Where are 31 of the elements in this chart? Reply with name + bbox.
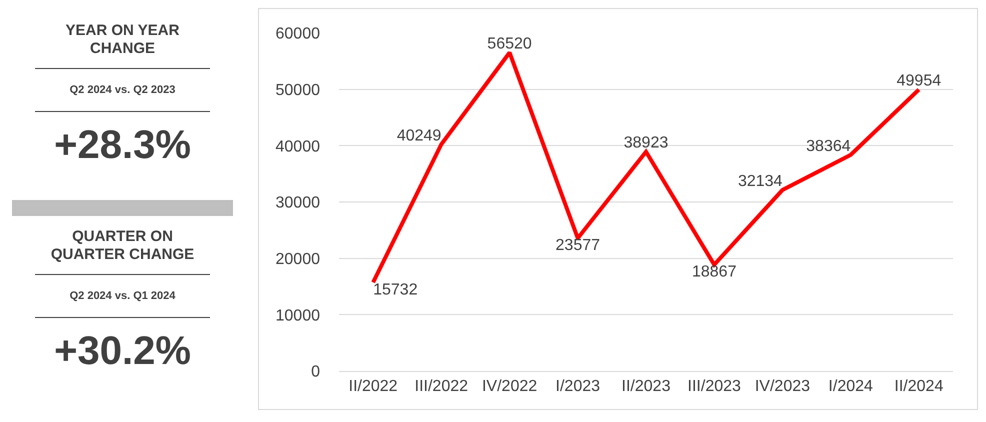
x-tick-label: I/2024 xyxy=(828,378,874,396)
data-label: 23577 xyxy=(556,237,600,254)
x-tick-label: II/2022 xyxy=(348,378,398,396)
text: YEAR ON YEAR CHANGE xyxy=(64,22,180,58)
data-label: 40249 xyxy=(396,127,442,144)
data-label: 56520 xyxy=(487,36,532,53)
data-label: 38364 xyxy=(806,138,851,155)
text: Q2 2024 vs. Q2 2023 xyxy=(68,83,176,98)
text: QUARTER ON QUARTER CHANGE xyxy=(50,228,196,264)
x-tick-label: II/2023 xyxy=(622,378,671,396)
text: Q2 2024 vs. Q1 2024 xyxy=(68,289,176,304)
data-label: 32134 xyxy=(738,172,783,190)
x-tick-label: II/2024 xyxy=(894,378,944,396)
y-tick-label: 40000 xyxy=(276,138,320,156)
text: +30.2% xyxy=(53,328,192,374)
y-tick-label: 60000 xyxy=(276,26,320,43)
data-label: 49954 xyxy=(896,72,942,90)
y-tick-label: 20000 xyxy=(276,250,320,268)
text: +28.3% xyxy=(53,122,192,168)
x-tick-label: III/2023 xyxy=(688,378,742,396)
data-label: 38923 xyxy=(624,134,668,152)
data-label: 18867 xyxy=(692,264,737,281)
y-tick-label: 30000 xyxy=(276,194,320,212)
x-tick-label: III/2022 xyxy=(414,378,468,396)
y-tick-label: 10000 xyxy=(276,307,320,324)
x-tick-label: IV/2022 xyxy=(482,378,538,396)
y-tick-label: 50000 xyxy=(276,82,320,99)
x-tick-label: IV/2023 xyxy=(754,378,810,396)
data-label: 15732 xyxy=(373,281,418,298)
y-tick-label: 0 xyxy=(311,364,320,381)
x-tick-label: I/2023 xyxy=(556,378,600,396)
